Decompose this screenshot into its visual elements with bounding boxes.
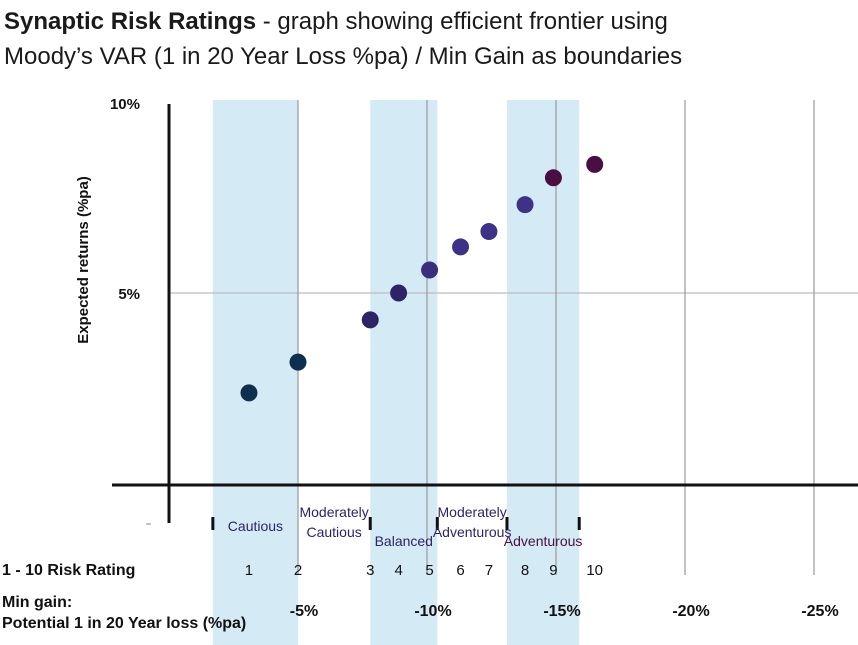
band-adventurous (506, 100, 580, 645)
data-point-8 (516, 196, 534, 214)
band-label-moderately-cautious-line1: Moderately (299, 504, 368, 520)
chart-title-bold: Synaptic Risk Ratings (4, 8, 257, 35)
min-gain-label-1: -5% (290, 603, 318, 620)
chart-title: Synaptic Risk Ratings - graph showing ef… (4, 4, 682, 74)
risk-rating-9: 9 (549, 562, 557, 579)
band-cautious (212, 100, 298, 645)
data-point-9 (544, 169, 562, 187)
risk-rating-4: 4 (394, 562, 402, 579)
min-gain-row-label-line1: Min gain: (2, 594, 72, 611)
band-label-moderately-adventurous-line2: Adventurous (433, 524, 512, 540)
risk-rating-2: 2 (294, 562, 302, 579)
band-label-moderately-adventurous-line1: Moderately (438, 504, 507, 520)
risk-rating-8: 8 (521, 562, 529, 579)
chart-title-line2: Moody’s VAR (1 in 20 Year Loss %pa) / Mi… (4, 43, 683, 70)
chart-title-line1-rest: - graph showing efficient frontier using (256, 8, 668, 35)
risk-rating-1: 1 (245, 562, 253, 579)
data-point-5 (421, 261, 439, 279)
data-point-4 (390, 284, 408, 302)
band-label-moderately-cautious-line2: Cautious (306, 524, 361, 540)
risk-rating-3: 3 (366, 562, 374, 579)
data-point-3 (361, 311, 379, 329)
band-label-adventurous: Adventurous (504, 533, 583, 549)
min-gain-label-2: -10% (414, 603, 451, 620)
band-balanced (370, 100, 438, 645)
y-tick-label-10: 10% (110, 96, 140, 113)
min-gain-label-3: -15% (543, 603, 580, 620)
min-gain-label-5: -25% (801, 603, 838, 620)
min-gain-label-4: -20% (672, 603, 709, 620)
data-point-1 (240, 384, 258, 402)
data-point-2 (289, 353, 307, 371)
band-label-cautious: Cautious (228, 518, 283, 534)
y-axis-title: Expected returns (%pa) (75, 176, 92, 344)
risk-rating-5: 5 (425, 562, 433, 579)
band-label-balanced: Balanced (375, 533, 433, 549)
y-tick-label-5: 5% (118, 286, 140, 303)
data-point-7 (480, 223, 498, 241)
risk-rating-7: 7 (485, 562, 493, 579)
data-point-10 (586, 155, 604, 173)
risk-rating-6: 6 (456, 562, 464, 579)
data-point-6 (452, 238, 470, 256)
risk-rating-10: 10 (586, 562, 603, 579)
risk-rating-row-label: 1 - 10 Risk Rating (2, 562, 135, 579)
min-gain-row-label-line2: Potential 1 in 20 Year loss (%pa) (2, 615, 246, 632)
